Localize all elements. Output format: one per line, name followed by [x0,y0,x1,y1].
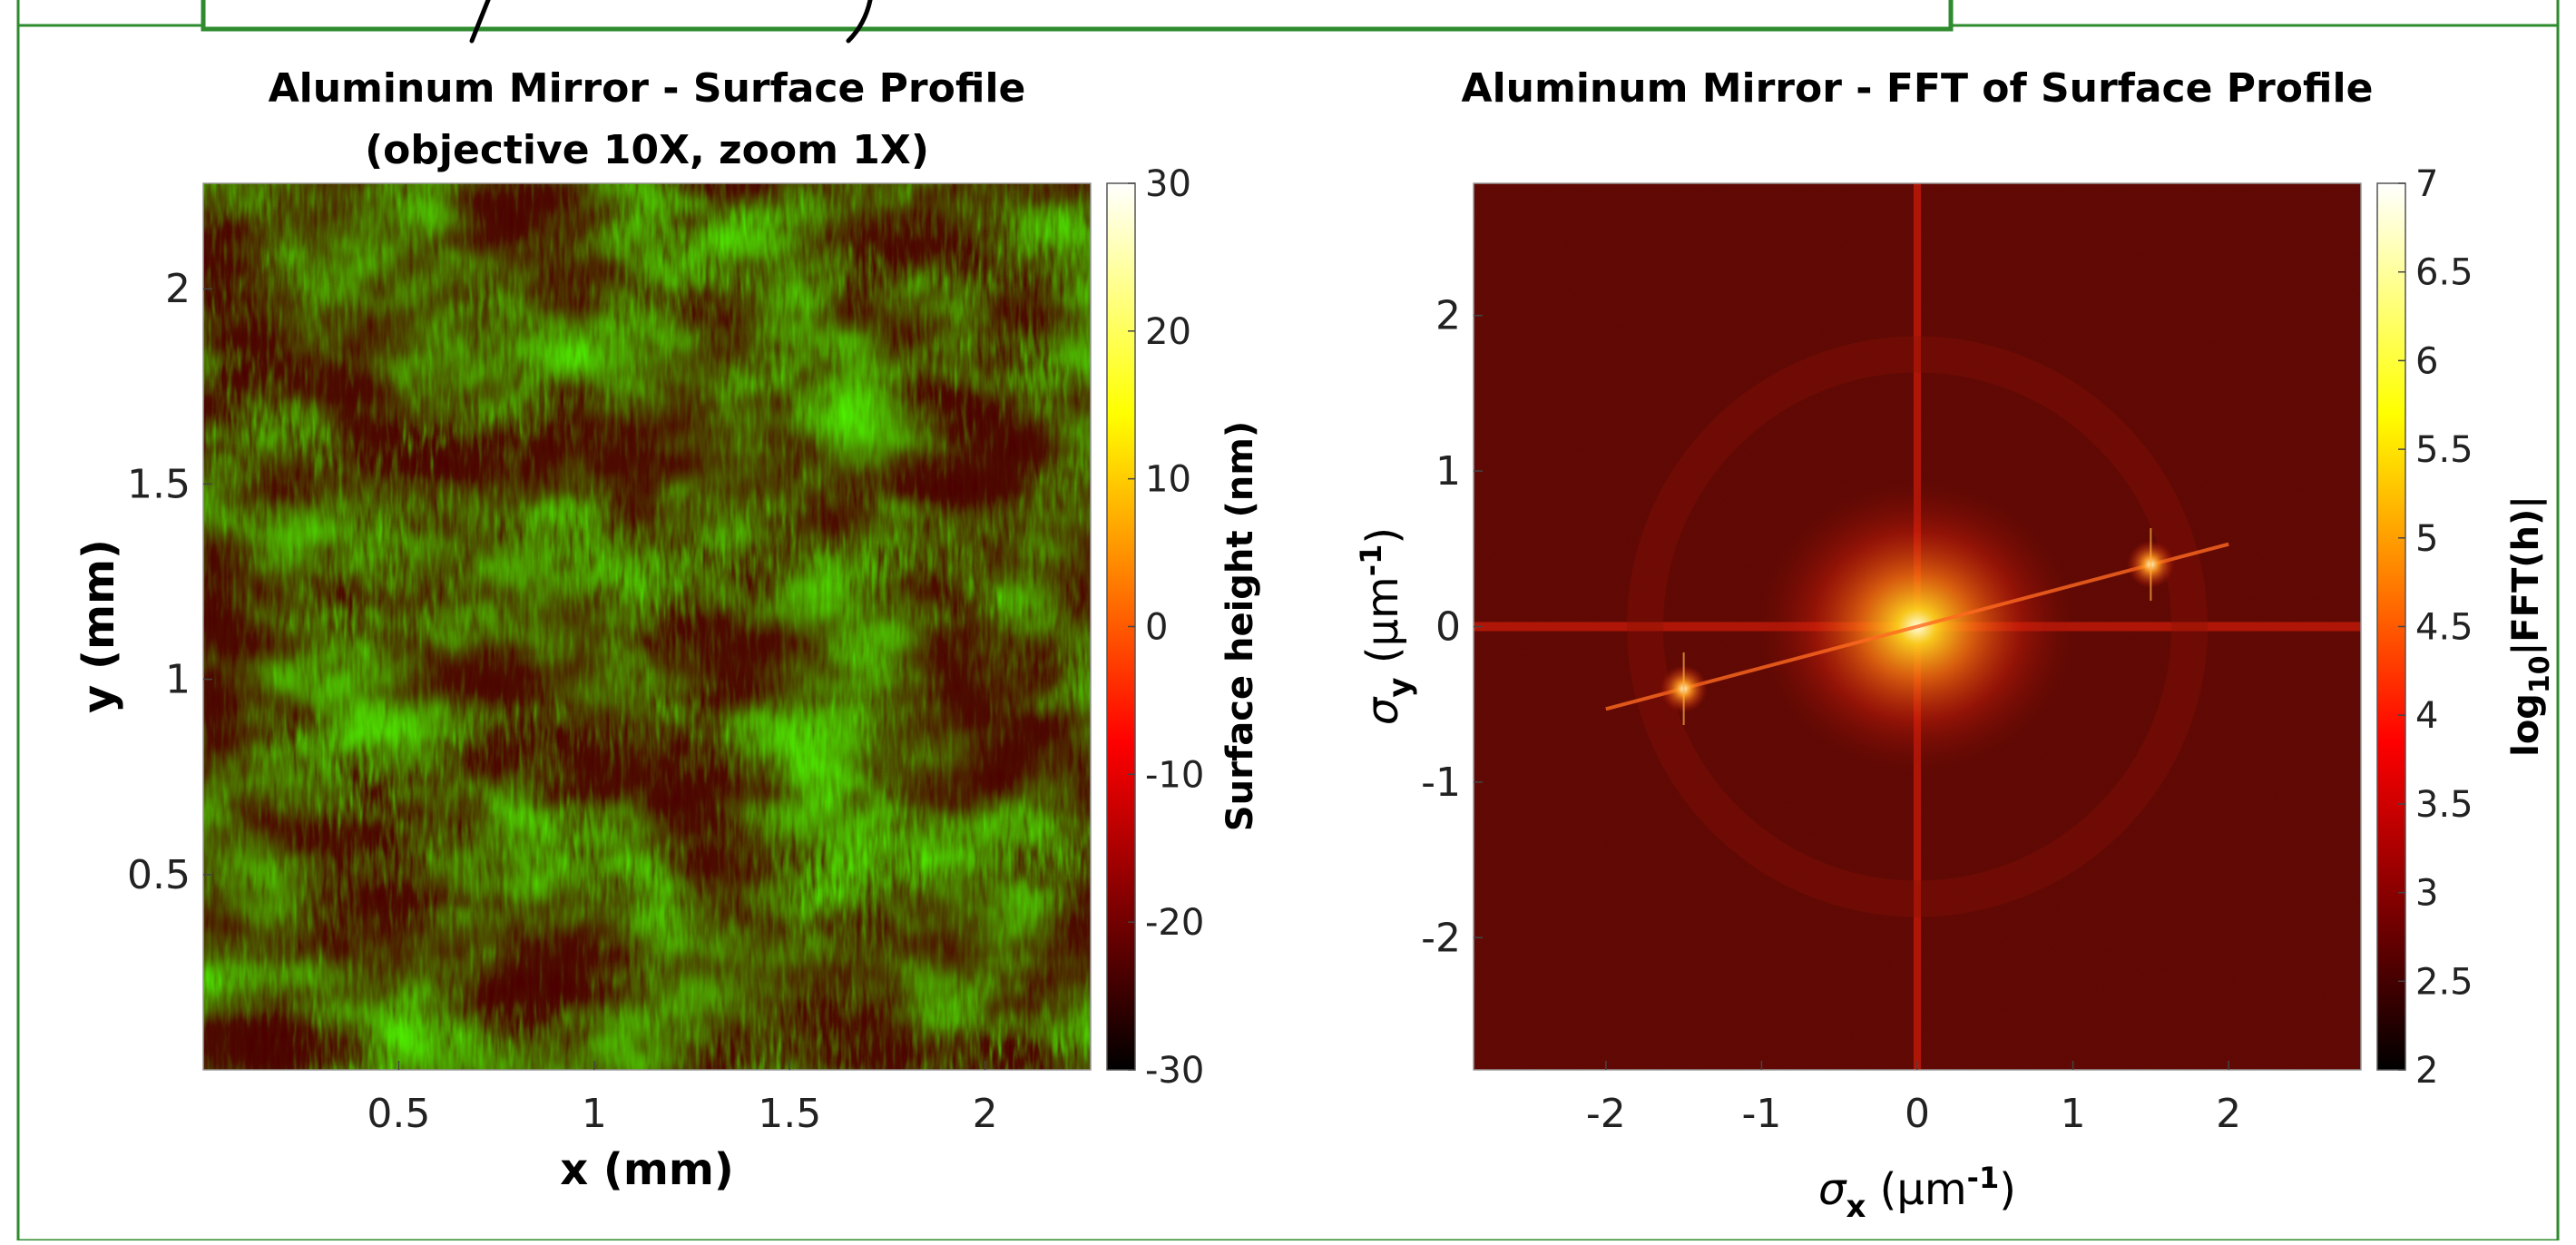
fft-spectrum-map [1474,183,2361,1070]
surface-x-tick-label: 2 [973,1091,998,1137]
fft-panel: Aluminum Mirror - FFT of Surface Profile… [1354,65,2556,1225]
surface-profile-title: Aluminum Mirror - Surface Profile [269,65,1026,112]
surface-x-tick-label: 1 [582,1091,607,1137]
surface-profile-panel: Aluminum Mirror - Surface Profile (objec… [73,65,1261,1195]
surface-colorbar-tick-label: 30 [1145,163,1191,205]
fft-colorbar-tick-label: 2 [2415,1050,2438,1092]
fft-y-tick-label: -2 [1421,915,1461,961]
surface-x-axis-label: x (mm) [560,1144,734,1195]
fft-y-tick-label: 2 [1435,293,1461,339]
surface-colorbar-tick-label: 20 [1145,311,1191,353]
surface-x-tick-label: 0.5 [367,1091,430,1137]
fft-colorbar-tick-label: 5.5 [2415,429,2473,471]
fft-colorbar-tick-label: 3 [2415,873,2438,915]
fft-colorbar-tick-label: 6.5 [2415,252,2473,294]
fft-x-axis-label: σx (μm-1) [1818,1161,2016,1225]
surface-y-tick-label: 2 [165,266,191,312]
fft-y-axis-label: σy (μm-1) [1354,527,1418,725]
fft-y-tick-label: 1 [1435,448,1461,495]
fft-x-tick-label: -2 [1586,1091,1626,1137]
frame-top-box [201,0,1954,32]
fft-y-tick-label: -1 [1421,760,1461,806]
fft-x-tick-label: 2 [2216,1091,2241,1137]
fft-colorbar-tick-label: 4.5 [2415,607,2473,649]
surface-height-map [203,183,1091,1070]
surface-colorbar-tick-label: 10 [1145,459,1191,501]
surface-y-axis-label: y (mm) [73,539,124,713]
fft-x-tick-label: 1 [2061,1091,2086,1137]
fft-colorbar-tick-label: 7 [2415,163,2438,205]
fft-colorbar-tick-label: 4 [2415,695,2438,737]
fft-colorbar-tick-label: 3.5 [2415,784,2473,826]
surface-y-tick-label: 0.5 [127,852,191,898]
surface-y-tick-label: 1.5 [127,461,191,507]
fft-colorbar-label: log10|FFT(h)| [2505,495,2556,757]
surface-x-tick-label: 1.5 [758,1091,821,1137]
surface-colorbar-tick-label: -30 [1145,1050,1204,1092]
surface-profile-subtitle: (objective 10X, zoom 1X) [365,127,929,173]
surface-colorbar-label: Surface height (nm) [1219,421,1261,831]
fft-diagonal-streak [1605,542,2229,711]
fft-colorbar-tick-label: 2.5 [2415,961,2473,1003]
fft-y-tick-label: 0 [1435,604,1461,651]
surface-colorbar-tick-label: -10 [1145,754,1204,796]
surface-colorbar-tick-label: 0 [1145,607,1168,649]
surface-y-tick-label: 1 [165,657,191,703]
fft-title: Aluminum Mirror - FFT of Surface Profile [1462,65,2374,112]
fft-halo-ring [1627,336,2208,917]
fft-x-tick-label: 0 [1905,1091,1930,1137]
handwritten-stroke [469,0,873,44]
fft-colorbar-tick-label: 6 [2415,340,2438,382]
surface-plot-axes-box [202,182,1092,1071]
fft-colorbar-tick-label: 5 [2415,518,2438,560]
surface-colorbar-tick-label: -20 [1145,902,1204,944]
fft-x-tick-label: -1 [1741,1091,1781,1137]
